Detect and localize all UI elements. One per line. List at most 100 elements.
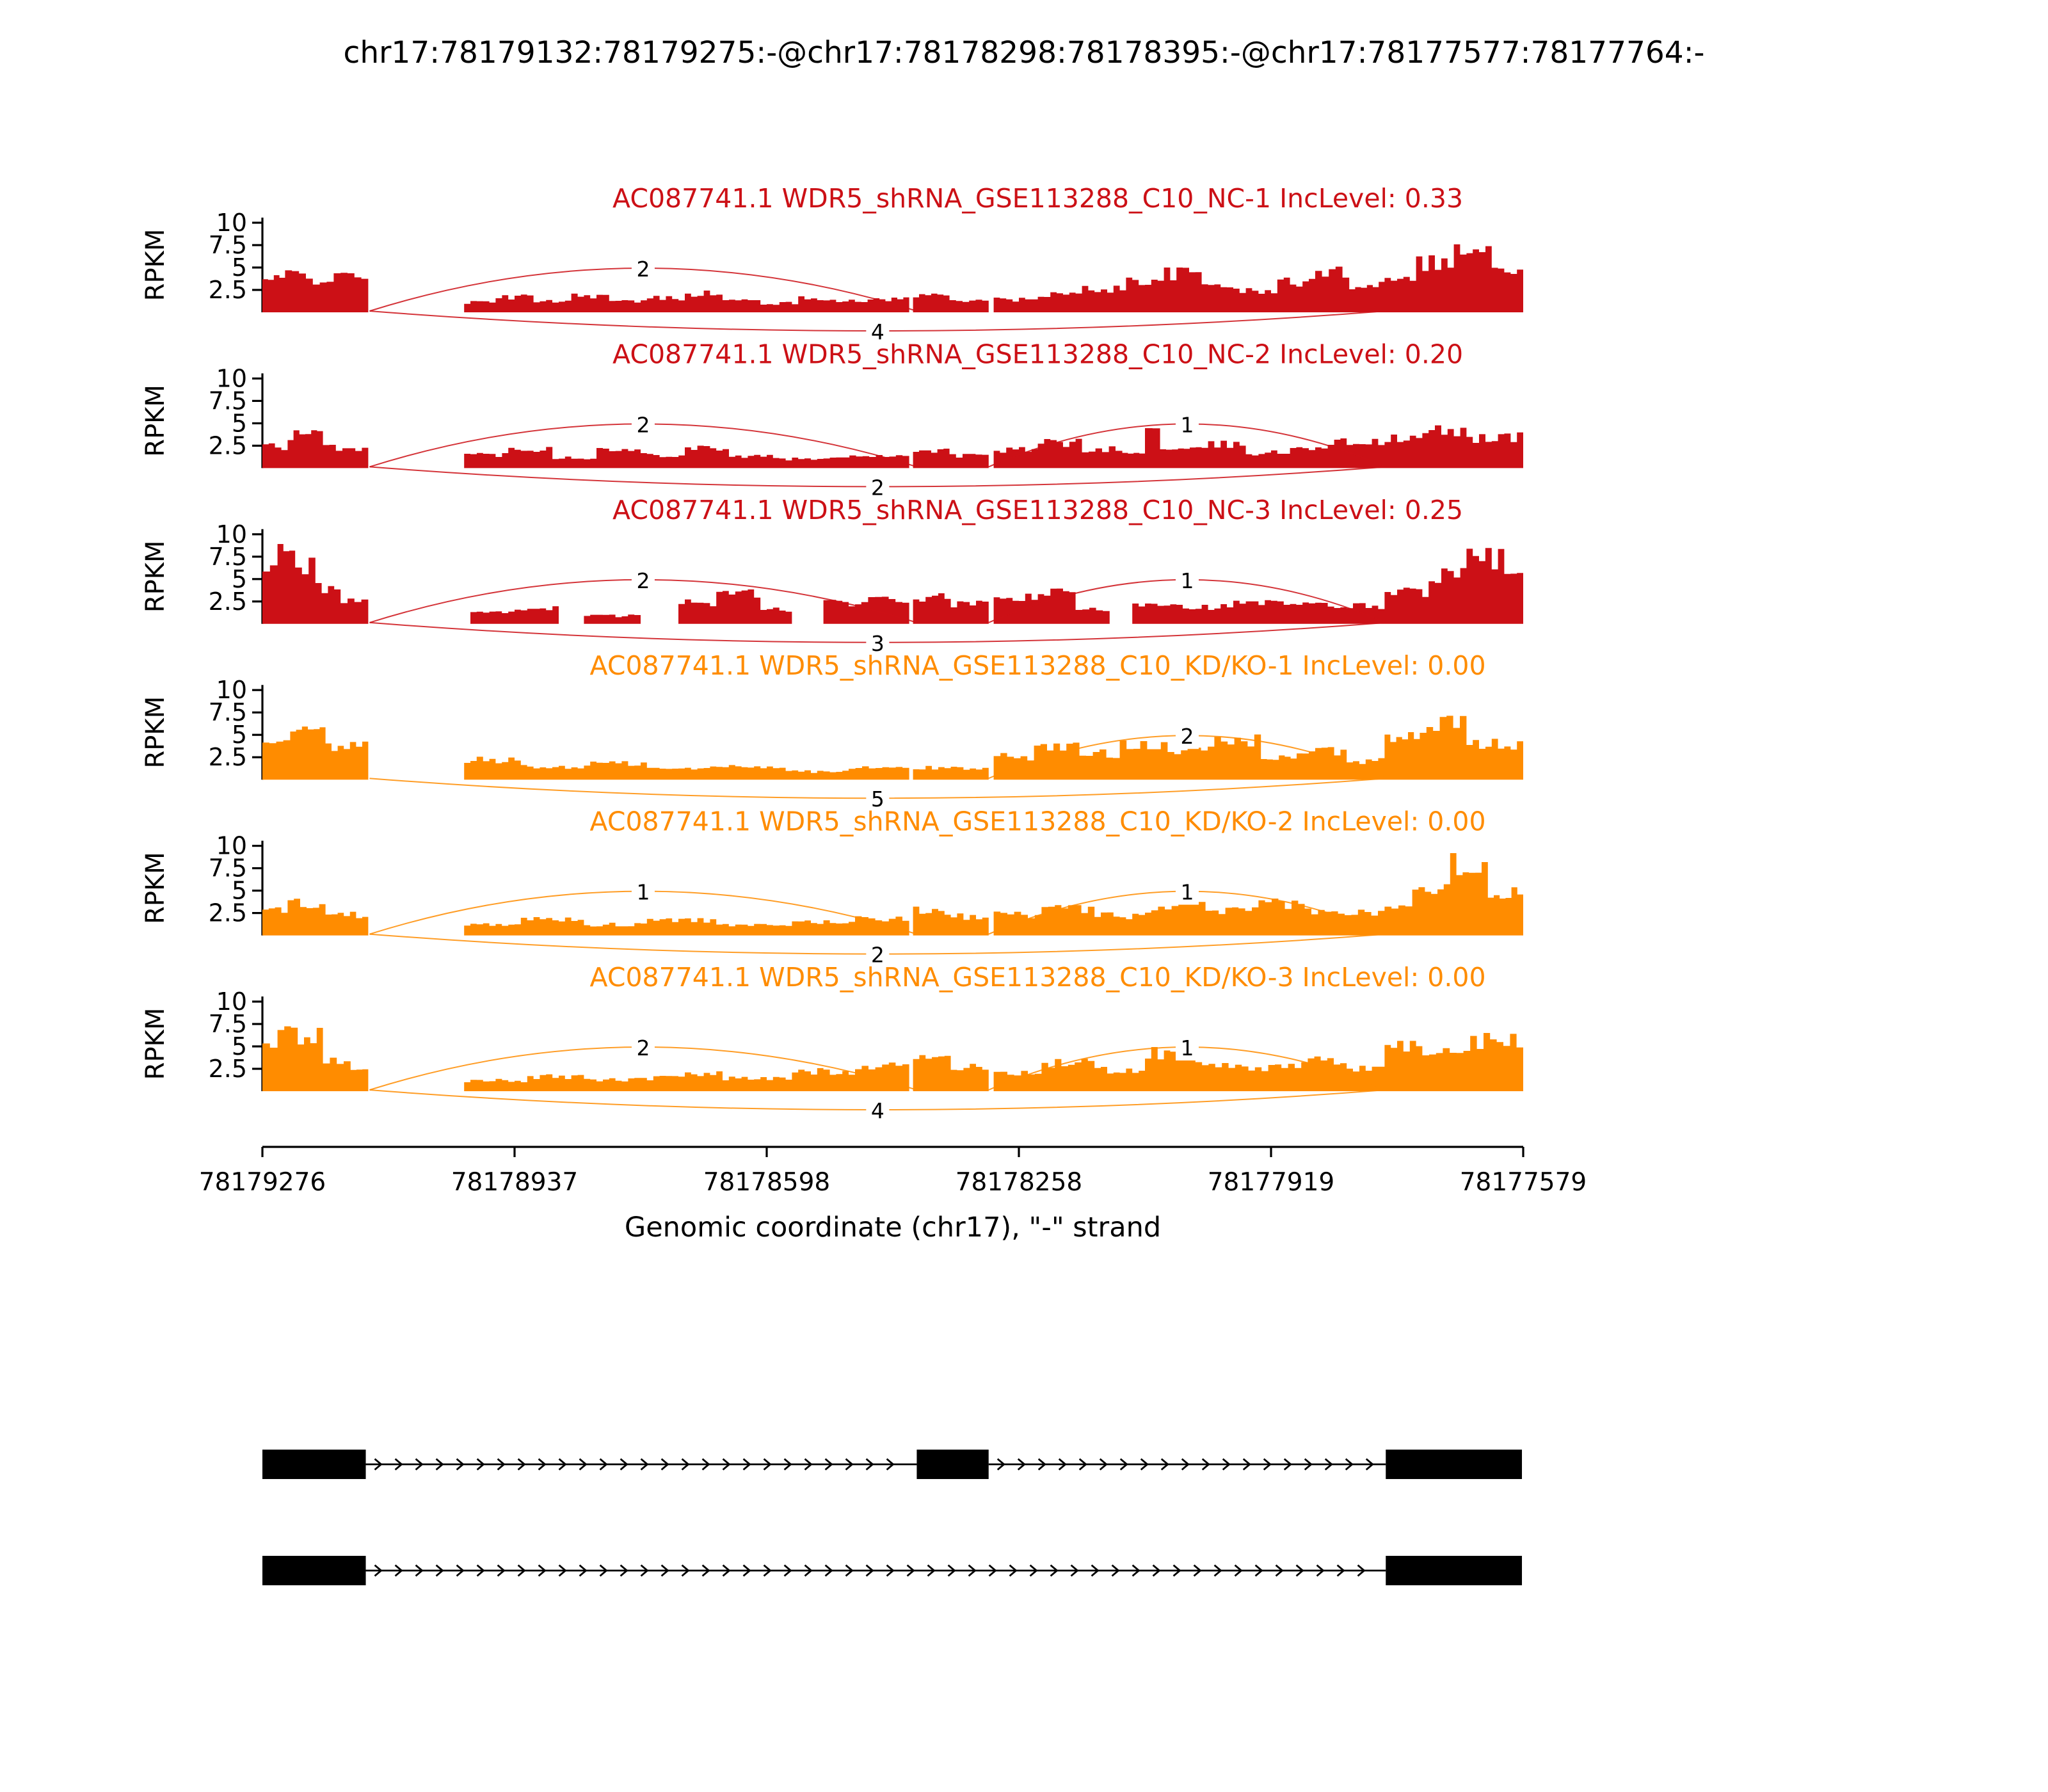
coverage-track-4: AC087741.1 WDR5_shRNA_GSE113288_C10_KD/K… — [141, 650, 1523, 812]
y-tick-label: 7.5 — [209, 854, 247, 883]
junction-count: 1 — [1180, 1036, 1194, 1060]
y-tick-label: 7.5 — [209, 231, 247, 259]
junction-count-bg — [631, 412, 655, 438]
exon — [262, 1556, 366, 1585]
junction-count: 1 — [1180, 568, 1194, 593]
junction-count-bg — [866, 474, 890, 500]
junction-count-bg — [631, 879, 655, 905]
coverage-track-1: AC087741.1 WDR5_shRNA_GSE113288_C10_NC-1… — [141, 183, 1523, 344]
y-tick-label: 7.5 — [209, 1010, 247, 1038]
track-title: AC087741.1 WDR5_shRNA_GSE113288_C10_NC-3… — [612, 495, 1463, 525]
junction-count: 2 — [636, 1036, 650, 1060]
junction-count: 4 — [871, 319, 884, 344]
x-tick-label: 78177579 — [1460, 1168, 1587, 1197]
y-tick-label: 10 — [216, 209, 247, 237]
x-tick-label: 78178598 — [703, 1168, 831, 1197]
y-axis-title: RPKM — [141, 385, 170, 457]
exon — [262, 1450, 366, 1479]
x-tick-label: 78178258 — [956, 1168, 1083, 1197]
junction-count: 2 — [636, 412, 650, 437]
junction-count: 1 — [636, 880, 650, 905]
coverage-area — [262, 853, 1523, 936]
junction-count: 4 — [871, 1098, 884, 1123]
y-tick-label: 5 — [232, 253, 247, 282]
junction-count-bg — [631, 1035, 655, 1060]
y-tick-label: 5 — [232, 409, 247, 437]
y-tick-label: 7.5 — [209, 698, 247, 726]
x-axis-title: Genomic coordinate (chr17), "-" strand — [625, 1212, 1161, 1244]
coverage-track-6: AC087741.1 WDR5_shRNA_GSE113288_C10_KD/K… — [141, 962, 1523, 1123]
intron-strand-arrows — [374, 1564, 1366, 1577]
coverage-area — [262, 244, 1523, 312]
junction-count-bg — [866, 630, 890, 656]
track-title: AC087741.1 WDR5_shRNA_GSE113288_C10_KD/K… — [590, 806, 1486, 837]
gene-model-isoform-1 — [262, 1450, 1523, 1479]
coverage-track-5: AC087741.1 WDR5_shRNA_GSE113288_C10_KD/K… — [141, 806, 1523, 968]
coverage-track-2: AC087741.1 WDR5_shRNA_GSE113288_C10_NC-2… — [141, 339, 1523, 500]
junction-count-bg — [631, 256, 655, 282]
junction-count-bg — [1175, 567, 1199, 593]
y-axis-title: RPKM — [141, 1008, 170, 1080]
y-tick-label: 5 — [232, 565, 247, 593]
x-tick-label: 78177919 — [1208, 1168, 1335, 1197]
y-tick-label: 2.5 — [209, 431, 247, 460]
track-title: AC087741.1 WDR5_shRNA_GSE113288_C10_NC-1… — [612, 183, 1463, 214]
coverage-area — [262, 716, 1523, 780]
junction-count: 2 — [871, 475, 884, 500]
y-tick-label: 5 — [232, 877, 247, 905]
y-axis-title: RPKM — [141, 229, 170, 301]
junction-count-bg — [1175, 879, 1199, 905]
junction-count-bg — [1175, 412, 1199, 438]
y-axis-title: RPKM — [141, 852, 170, 924]
junction-count-bg — [866, 786, 890, 812]
y-tick-label: 10 — [216, 676, 247, 704]
junction-count: 1 — [1180, 880, 1194, 905]
y-tick-label: 5 — [232, 721, 247, 749]
junction-count-bg — [1175, 723, 1199, 749]
x-tick-label: 78179276 — [199, 1168, 326, 1197]
y-tick-label: 2.5 — [209, 588, 247, 616]
track-title: AC087741.1 WDR5_shRNA_GSE113288_C10_KD/K… — [590, 962, 1486, 993]
coverage-area — [262, 544, 1523, 624]
junction-count-bg — [866, 319, 890, 344]
coverage-area — [262, 425, 1523, 468]
y-tick-label: 2.5 — [209, 899, 247, 927]
x-axis: 78179276 78178937 78178598 78178258 78177919… — [199, 1146, 1587, 1244]
coverage-area — [262, 1026, 1523, 1091]
junction-count: 5 — [871, 787, 884, 812]
intron-strand-arrows — [996, 1458, 1374, 1471]
y-tick-label: 10 — [216, 832, 247, 860]
junction-count: 2 — [871, 943, 884, 968]
y-tick-label: 5 — [232, 1032, 247, 1060]
junction-count: 1 — [1180, 412, 1194, 437]
junction-count-bg — [1175, 1035, 1199, 1060]
gene-model-isoform-2 — [262, 1556, 1523, 1585]
y-tick-label: 7.5 — [209, 543, 247, 571]
y-tick-label: 2.5 — [209, 743, 247, 771]
junction-count-bg — [631, 567, 655, 593]
exon — [1386, 1556, 1523, 1585]
y-tick-label: 2.5 — [209, 276, 247, 304]
plot-title: chr17:78179132:78179275:-@chr17:78178298… — [343, 35, 1705, 70]
track-title: AC087741.1 WDR5_shRNA_GSE113288_C10_NC-2… — [612, 339, 1463, 369]
x-tick-label: 78178937 — [451, 1168, 579, 1197]
junction-count: 2 — [636, 257, 650, 282]
intron-strand-arrows — [374, 1458, 895, 1471]
junction-count-bg — [866, 1098, 890, 1123]
junction-count-bg — [866, 941, 890, 968]
junction-count: 3 — [871, 631, 884, 656]
junction-count: 2 — [636, 568, 650, 593]
y-tick-label: 10 — [216, 364, 247, 392]
track-title: AC087741.1 WDR5_shRNA_GSE113288_C10_KD/K… — [590, 650, 1486, 681]
y-tick-label: 7.5 — [209, 387, 247, 415]
junction-count: 2 — [1180, 724, 1194, 749]
y-tick-label: 10 — [216, 988, 247, 1016]
y-axis-title: RPKM — [141, 696, 170, 769]
y-tick-label: 2.5 — [209, 1055, 247, 1083]
exon — [916, 1450, 989, 1479]
y-tick-label: 10 — [216, 520, 247, 548]
y-axis-title: RPKM — [141, 540, 170, 612]
coverage-track-3: AC087741.1 WDR5_shRNA_GSE113288_C10_NC-3… — [141, 495, 1523, 656]
